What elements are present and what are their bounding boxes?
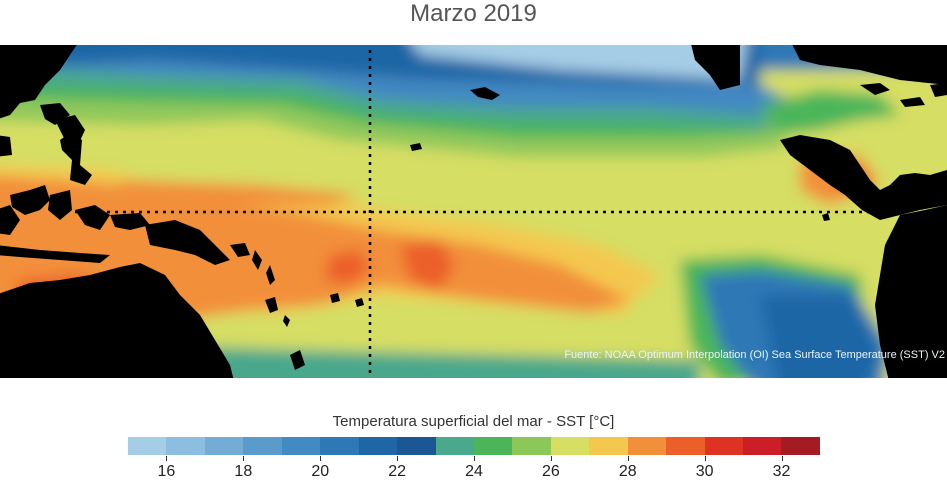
colorbar-swatch	[435, 437, 474, 455]
colorbar-label: Temperatura superficial del mar - SST [°…	[332, 413, 615, 430]
colorbar-tick-mark	[320, 456, 322, 461]
colorbar-tick-mark	[781, 456, 783, 461]
colorbar-swatch	[781, 437, 820, 455]
colorbar-tick-label: 30	[695, 463, 714, 480]
colorbar-tick-label: 22	[388, 463, 406, 480]
colorbar-tick-mark	[397, 456, 399, 461]
colorbar-tick-label: 18	[234, 463, 253, 480]
colorbar-tick-mark	[243, 456, 245, 461]
colorbar-tick-label: 32	[772, 463, 791, 480]
colorbar-swatch	[666, 437, 705, 455]
colorbar-swatch	[512, 437, 551, 455]
colorbar-tick-mark	[474, 456, 475, 461]
colorbar-swatch	[358, 437, 398, 455]
map-title: Marzo 2019	[410, 0, 537, 27]
colorbar-swatch	[128, 437, 167, 455]
colorbar	[128, 437, 820, 455]
colorbar-swatch	[397, 437, 436, 455]
colorbar-tick-mark	[550, 456, 552, 461]
colorbar-tick-label: 16	[157, 463, 176, 480]
colorbar-swatch	[243, 437, 282, 455]
sst-map	[0, 45, 947, 378]
colorbar-tick-label: 20	[311, 463, 330, 480]
colorbar-swatch	[320, 437, 359, 455]
colorbar-swatch	[204, 437, 244, 455]
source-credit: Fuente: NOAA Optimum Interpolation (OI) …	[564, 349, 945, 361]
colorbar-swatch	[281, 437, 321, 455]
colorbar-tick-mark	[704, 456, 706, 461]
colorbar-swatch	[589, 437, 628, 455]
colorbar-tick-mark	[627, 456, 629, 461]
colorbar-tick-label: 24	[465, 463, 483, 480]
colorbar-swatch	[743, 437, 782, 455]
colorbar-swatch	[704, 437, 743, 455]
colorbar-tick-mark	[166, 456, 168, 461]
colorbar-swatch	[166, 437, 205, 455]
colorbar-swatch	[550, 437, 590, 455]
colorbar-swatch	[473, 437, 513, 455]
colorbar-ticks: 16 18 20 22 24 26 28 30 32	[128, 456, 820, 480]
colorbar-tick-label: 26	[541, 463, 560, 480]
colorbar-tick-label: 28	[618, 463, 637, 480]
colorbar-swatch	[627, 437, 667, 455]
